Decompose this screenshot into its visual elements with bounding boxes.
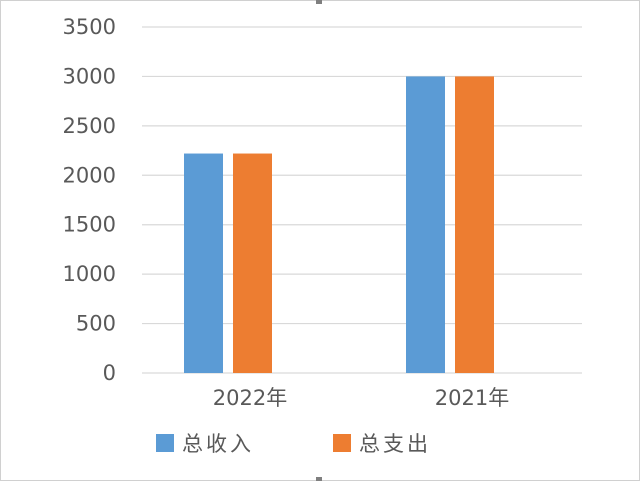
y-tick-label: 1000 xyxy=(63,262,116,286)
legend-label: 总收入 xyxy=(182,432,254,456)
y-tick-label: 3500 xyxy=(63,15,116,39)
x-tick-label: 2021年 xyxy=(435,386,509,410)
y-tick-label: 0 xyxy=(103,361,116,385)
legend-label: 总支出 xyxy=(359,432,431,456)
y-tick-label: 1500 xyxy=(63,213,116,237)
bars xyxy=(184,76,494,373)
bar-expense-1 xyxy=(455,76,494,373)
top-resize-handle[interactable] xyxy=(316,0,322,4)
y-tick-label: 2500 xyxy=(63,114,116,138)
y-axis-tick-labels: 0 500 1000 1500 2000 2500 3000 3500 xyxy=(63,15,116,385)
bottom-resize-handle[interactable] xyxy=(316,477,322,481)
bar-expense-0 xyxy=(233,153,272,373)
legend-swatch xyxy=(333,434,351,452)
y-tick-label: 2000 xyxy=(63,163,116,187)
bar-income-0 xyxy=(184,153,223,373)
x-tick-label: 2022年 xyxy=(213,386,287,410)
legend-swatch xyxy=(156,434,174,452)
legend: 总收入 总支出 xyxy=(156,432,431,456)
y-tick-label: 3000 xyxy=(63,64,116,88)
x-axis-tick-labels: 2022年 2021年 xyxy=(213,386,509,410)
y-tick-label: 500 xyxy=(76,312,116,336)
bar-income-1 xyxy=(406,76,445,373)
